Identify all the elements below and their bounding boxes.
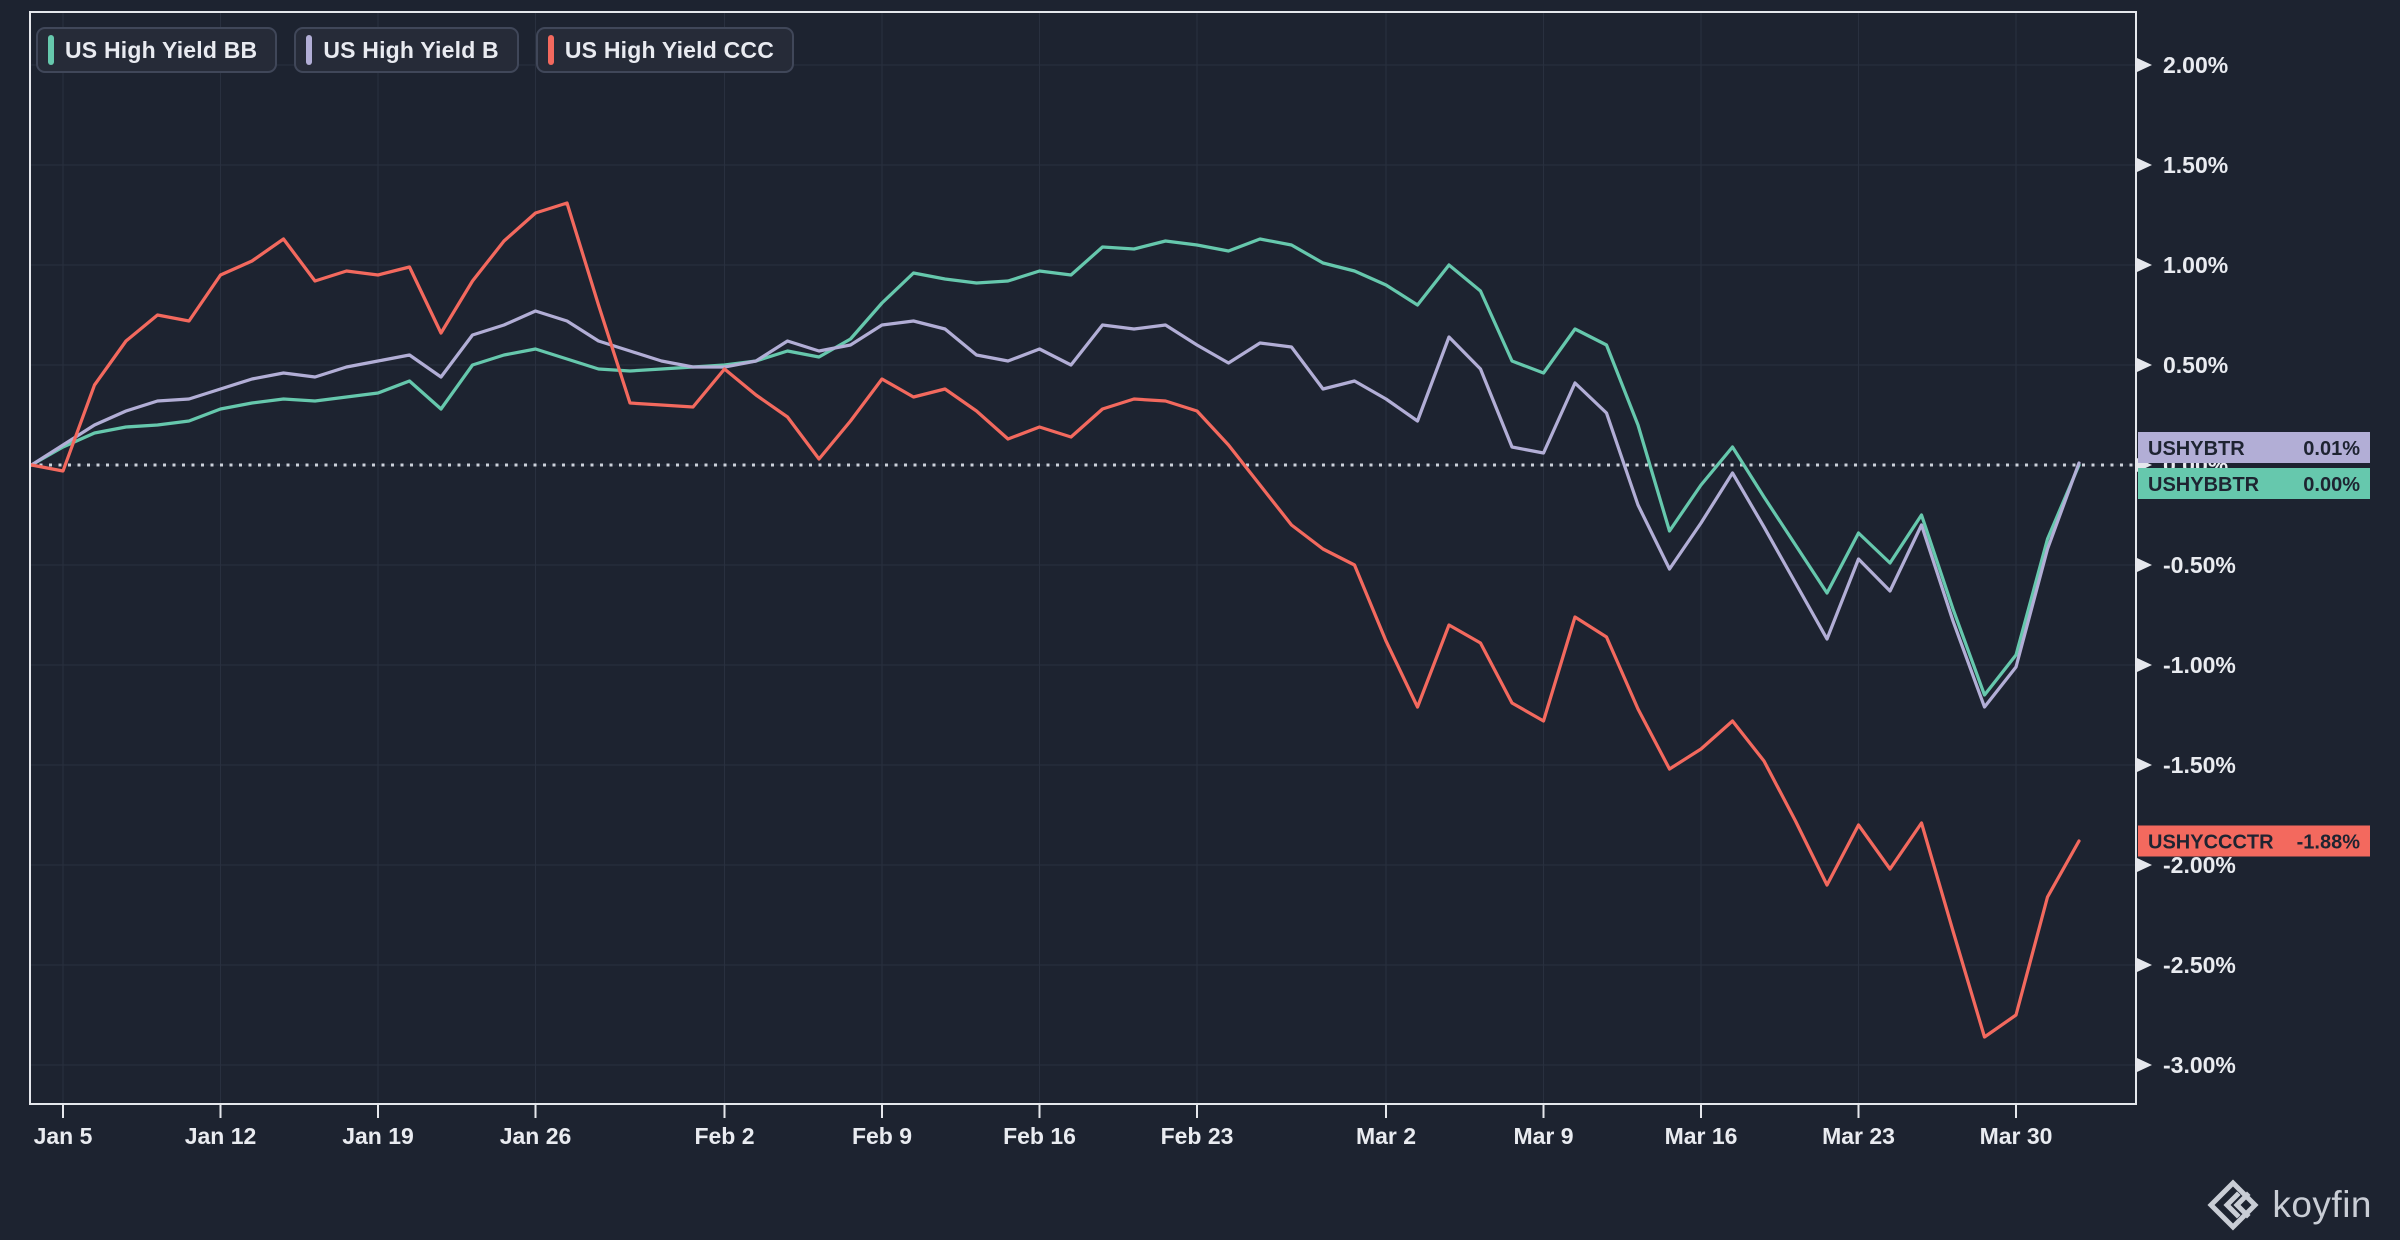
series-line-USHYCCCTR[interactable]	[30, 201, 2081, 1039]
series-lines	[30, 201, 2081, 1039]
legend-label: US High Yield CCC	[564, 36, 775, 63]
series-line-USHYBBTR[interactable]	[30, 237, 2081, 697]
price-flag-USHYBTR: USHYBTR 0.01%	[2138, 432, 2370, 463]
y-tick-arrow	[2137, 1058, 2152, 1072]
y-axis-label: -0.50%	[2163, 552, 2236, 578]
series-line-USHYBTR[interactable]	[30, 309, 2081, 709]
legend-color-bar	[547, 35, 554, 65]
price-flag-USHYCCCTR: USHYCCCTR -1.88%	[2138, 825, 2370, 857]
x-axis-label: Jan 12	[185, 1123, 257, 1149]
x-axis-label: Jan 19	[342, 1123, 414, 1149]
x-axis-label: Mar 9	[1513, 1123, 1573, 1149]
x-axis-label: Mar 16	[1665, 1123, 1738, 1149]
y-axis-label: 2.00%	[2163, 52, 2228, 78]
gridlines	[30, 12, 2136, 1104]
koyfin-logo-text: koyfin	[2272, 1184, 2372, 1225]
koyfin-watermark: koyfin	[2206, 1178, 2372, 1232]
x-axis-label: Feb 2	[694, 1123, 754, 1149]
x-axis-label: Mar 30	[1980, 1123, 2053, 1149]
y-tick-arrow	[2137, 658, 2152, 672]
legend-label: US High Yield B	[323, 36, 499, 63]
price-flag-ticker: USHYBBTR	[2148, 474, 2260, 496]
legend-color-bar	[306, 35, 313, 65]
x-axis-label: Jan 5	[34, 1123, 93, 1149]
x-axis-label: Mar 23	[1822, 1123, 1895, 1149]
x-axis-label: Mar 2	[1356, 1123, 1416, 1149]
x-axis-label: Feb 16	[1003, 1123, 1076, 1149]
y-axis-label: 1.50%	[2163, 152, 2228, 178]
y-axis-label: -2.50%	[2163, 952, 2236, 978]
legend-pill-us-high-yield-ccc[interactable]: US High Yield CCC	[535, 27, 795, 73]
price-flag-value: 0.00%	[2303, 474, 2360, 496]
price-flags: USHYBTR 0.01% USHYBBTR 0.00% USHYCCCTR -1.88%	[2138, 432, 2370, 857]
legend-pill-us-high-yield-b[interactable]: US High Yield B	[294, 27, 519, 73]
x-axis-label: Feb 23	[1161, 1123, 1234, 1149]
y-tick-arrow	[2137, 58, 2152, 72]
y-tick-arrow	[2137, 358, 2152, 372]
price-flag-value: -1.88%	[2297, 832, 2361, 854]
price-flag-value: 0.01%	[2303, 438, 2360, 460]
legend-color-bar	[48, 35, 54, 65]
koyfin-logo-icon	[2207, 1179, 2259, 1231]
price-flag-bg	[2138, 432, 2370, 463]
legend-pill-us-high-yield-bb[interactable]: US High Yield BB	[36, 27, 278, 73]
y-tick-arrow	[2137, 958, 2152, 972]
y-axis-label: 0.50%	[2163, 352, 2228, 378]
x-axis-label: Jan 26	[500, 1123, 572, 1149]
y-axis-label: -1.00%	[2163, 652, 2236, 678]
y-axis-label: -1.50%	[2163, 752, 2236, 778]
y-tick-arrow	[2137, 558, 2152, 572]
price-flag-ticker: USHYCCCTR	[2148, 832, 2274, 854]
price-flag-USHYBBTR: USHYBBTR 0.00%	[2138, 468, 2370, 499]
x-axis: Jan 5 Jan 12 Jan 19 Jan 26 Feb 2 Feb 9 Feb 16 F…	[34, 1104, 2053, 1149]
y-tick-arrow	[2137, 858, 2152, 872]
y-axis: 2.00%1.50%1.00%0.50%0.00%-0.50%-1.00%-1.…	[2137, 52, 2236, 1078]
price-flag-ticker: USHYBTR	[2148, 438, 2245, 460]
price-flag-bg	[2138, 825, 2370, 857]
legend-label: US High Yield BB	[65, 36, 258, 63]
price-flag-bg	[2138, 468, 2370, 499]
chart-legend: US High Yield BB US High Yield B US High Y…	[36, 27, 795, 73]
y-axis-label: -3.00%	[2163, 1052, 2236, 1078]
y-tick-arrow	[2137, 258, 2152, 272]
y-axis-label: 1.00%	[2163, 252, 2228, 278]
y-tick-arrow	[2137, 758, 2152, 772]
x-axis-label: Feb 9	[852, 1123, 912, 1149]
plot-frame	[29, 11, 2137, 1105]
y-tick-arrow	[2137, 158, 2152, 172]
